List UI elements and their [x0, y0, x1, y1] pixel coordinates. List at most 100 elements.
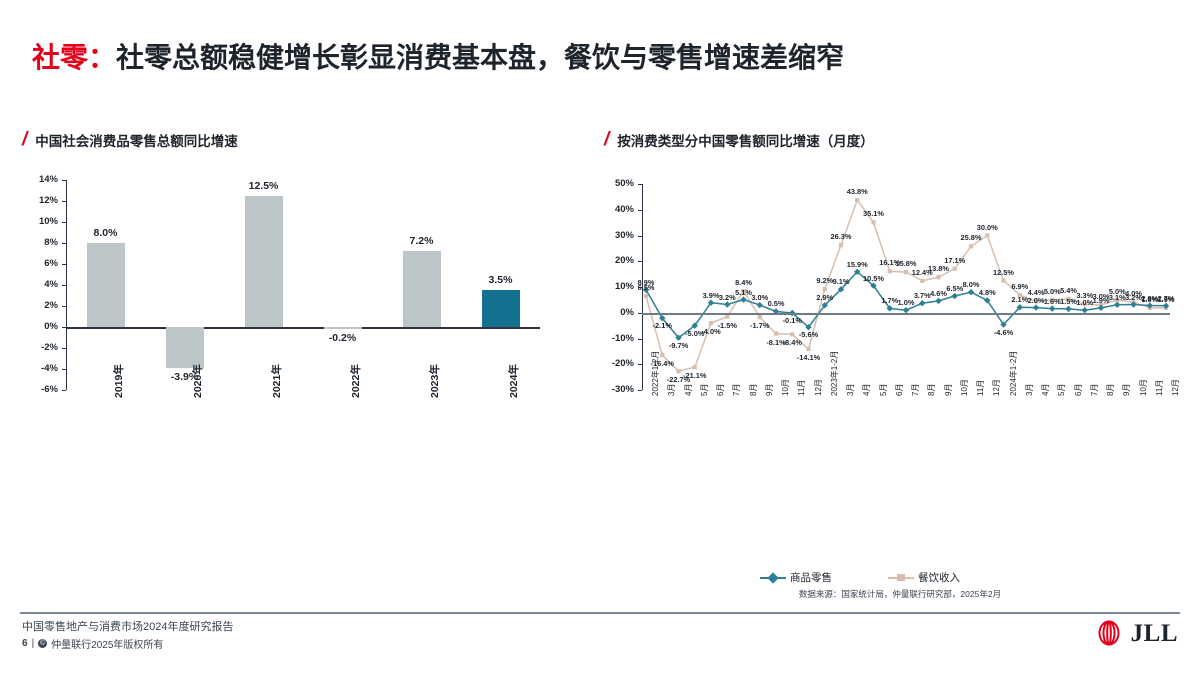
bar-chart-y-tick-label: -2% [41, 342, 58, 353]
line-chart-y-tick [638, 312, 642, 314]
source-note: 数据来源：国家统计局，仲量联行研究部，2025年2月 [798, 589, 1002, 599]
series-point-label: -5.6% [798, 330, 819, 340]
page-number: 6 [22, 638, 28, 649]
line-chart-x-label: 2024年1-2月 [1008, 350, 1018, 396]
series-marker [660, 352, 665, 358]
line-chart-x-label: 8月 [927, 383, 937, 396]
line-chart-y-tick-label: 0% [620, 306, 634, 318]
bar [481, 290, 520, 327]
series-point-label: 9.2% [816, 276, 834, 286]
page-title: 社零：社零总额稳健增长彰显消费基本盘，餐饮与零售增速差缩窄 [32, 36, 844, 76]
line-chart-x-label: 7月 [911, 383, 920, 396]
chart-legend: 商品零售 餐饮收入 [760, 570, 960, 585]
series-marker [1066, 296, 1071, 301]
series-point-label: 13.8% [928, 264, 949, 274]
series-marker [1017, 292, 1022, 298]
series-marker [1033, 299, 1039, 304]
series-point-label: 6.5% [637, 283, 655, 292]
series-point-label: 5.4% [1060, 285, 1077, 295]
bar-value-label: 7.2% [409, 235, 434, 248]
series-point-label: 4.4% [1027, 288, 1045, 298]
series-point-label: 3.3% [1076, 291, 1094, 301]
bar [244, 195, 283, 327]
bar-chart-y-tick-label: 12% [38, 195, 58, 206]
series-marker [772, 308, 780, 315]
line-chart-x-label: 10月 [959, 379, 969, 396]
bar-chart-y-tick-label: 2% [44, 300, 58, 311]
series-marker [1001, 278, 1006, 283]
line-chart-x-label: 4月 [683, 383, 693, 396]
series-point-label: 4.6% [930, 288, 947, 298]
bar-category-label: 2020年 [191, 364, 204, 398]
bar-chart-y-tick [62, 390, 66, 392]
line-chart-x-label: 8月 [1106, 383, 1115, 396]
bar-chart-y-tick [62, 348, 66, 350]
bar [323, 327, 362, 330]
line-chart-x-label: 9月 [764, 383, 774, 396]
series-point-label: -14.1% [796, 353, 821, 363]
series-point-label: 25.8% [960, 233, 982, 243]
series-marker [903, 269, 909, 275]
series-point-label: 1.5% [1060, 296, 1077, 306]
series-point-label: 0.5% [767, 299, 785, 309]
line-chart-x-label: 6月 [1073, 383, 1083, 396]
square-marker-icon [888, 573, 914, 583]
series-marker [838, 242, 844, 248]
series-point-label: 3.2% [1125, 292, 1142, 302]
series-marker [756, 301, 763, 309]
series-point-label: 2.0% [1027, 295, 1045, 305]
bar-chart-retail-total: 14% 12% 10% 8% 6% 4% 2% 0% -2% -4% -6% 8.0% 2019年 -3.… [20, 170, 550, 490]
series-marker [822, 286, 827, 292]
series-point-label: 3.0% [1092, 292, 1110, 302]
series-marker [1049, 305, 1056, 312]
series-marker [854, 268, 861, 276]
series-point-label: 5.1% [735, 287, 752, 297]
series-marker [1081, 306, 1088, 314]
series-marker [871, 220, 876, 225]
bar-chart-zero-baseline [66, 327, 540, 329]
line-chart-x-label: 12月 [992, 379, 1002, 396]
series-point-label: 3.0% [751, 293, 769, 303]
legend-label: 餐饮收入 [918, 572, 960, 584]
series-point-label: -0.1% [782, 316, 802, 325]
line-chart-x-label: 7月 [1089, 383, 1099, 396]
line-chart-x-label: 4月 [1041, 383, 1050, 396]
series-point-label: -4.0% [701, 327, 721, 337]
copyright-icon: © [38, 639, 48, 648]
line-chart-zero-baseline [642, 312, 1170, 315]
series-marker [919, 300, 926, 307]
series-point-label: 3.1% [1108, 292, 1126, 302]
series-marker [968, 244, 974, 249]
series-marker [1032, 304, 1040, 311]
line-chart-x-label: 3月 [846, 383, 855, 396]
bar [165, 327, 204, 368]
line-chart-y-tick [638, 364, 642, 366]
series-point-label: 8.9% [637, 277, 655, 287]
series-point-label: -21.1% [683, 371, 707, 381]
series-marker [1016, 304, 1023, 311]
line-chart-y-tick-label: -20% [611, 358, 634, 370]
series-marker [724, 301, 731, 308]
series-marker [725, 314, 730, 319]
legend-item-catering: 餐饮收入 [888, 570, 960, 585]
series-point-label: -5.0% [685, 328, 705, 338]
bar-value-label: 12.5% [248, 179, 279, 192]
series-marker [855, 197, 860, 203]
series-point-label: 3.7% [913, 291, 931, 301]
bar-chart-y-tick-label: -4% [41, 363, 58, 374]
line-chart-x-label: 8月 [748, 383, 758, 396]
series-marker [985, 233, 990, 238]
series-marker [1162, 302, 1170, 309]
left-chart-header: / 中国社会消费品零售总额同比增速 [22, 130, 238, 150]
series-marker [676, 369, 681, 374]
bar-chart-y-tick-label: 4% [44, 279, 58, 290]
series-marker [1050, 297, 1055, 302]
bar-chart-y-tick-label: 6% [44, 258, 58, 269]
series-point-label: -1.5% [717, 320, 737, 330]
bar-chart-y-tick [62, 369, 66, 371]
bar-chart-y-tick [62, 264, 66, 266]
bar-chart-y-tick [62, 327, 66, 329]
series-point-label: -16.4% [650, 358, 674, 368]
series-marker [643, 293, 649, 299]
